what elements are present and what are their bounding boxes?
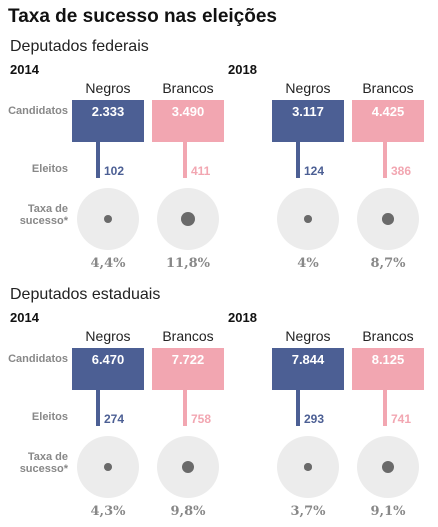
column-label-brancos: Brancos bbox=[162, 80, 214, 96]
rate-value-brancos: 11,8% bbox=[165, 256, 210, 271]
rate-dot-negros bbox=[304, 463, 312, 471]
rate-dot-brancos bbox=[180, 211, 196, 227]
column-label-negros: Negros bbox=[85, 328, 131, 344]
rate-value-negros: 4% bbox=[297, 256, 319, 271]
eleitos-stem-brancos bbox=[183, 142, 187, 178]
eleitos-stem-negros bbox=[296, 390, 300, 426]
candidatos-bar-brancos: 4.425 bbox=[352, 100, 424, 142]
column-label-negros: Negros bbox=[285, 328, 331, 344]
candidatos-bar-negros: 3.117 bbox=[272, 100, 344, 142]
column-label-brancos: Brancos bbox=[162, 328, 214, 344]
eleitos-stem-brancos bbox=[183, 390, 187, 426]
rate-value-brancos: 8,7% bbox=[370, 256, 406, 271]
rate-dot-brancos bbox=[382, 213, 394, 225]
row-label-taxa-1: Taxa de bbox=[27, 203, 68, 215]
eleitos-stem-brancos bbox=[383, 390, 387, 426]
eleitos-stem-brancos bbox=[383, 142, 387, 178]
eleitos-value-brancos: 741 bbox=[391, 412, 412, 426]
column-label-brancos: Brancos bbox=[362, 328, 414, 344]
column-label-brancos: Brancos bbox=[362, 80, 414, 96]
candidatos-bar-brancos: 7.722 bbox=[152, 348, 224, 390]
year-label: 2018 bbox=[228, 62, 257, 77]
year-label: 2014 bbox=[10, 310, 39, 325]
rate-value-negros: 3,7% bbox=[290, 504, 326, 519]
eleitos-value-negros: 274 bbox=[104, 412, 125, 426]
rate-value-negros: 4,4% bbox=[90, 256, 126, 271]
row-label-taxa-2: sucesso* bbox=[19, 215, 68, 227]
eleitos-stem-negros bbox=[96, 390, 100, 426]
rate-dot-brancos bbox=[381, 460, 395, 474]
eleitos-stem-negros bbox=[96, 142, 100, 178]
year-label: 2014 bbox=[10, 62, 39, 77]
candidatos-bar-negros: 7.844 bbox=[272, 348, 344, 390]
eleitos-value-brancos: 386 bbox=[391, 164, 412, 178]
section-title: Deputados federais bbox=[10, 38, 149, 55]
eleitos-value-negros: 102 bbox=[104, 164, 125, 178]
row-label-candidatos: Candidatos bbox=[8, 353, 68, 365]
row-label-taxa-2: sucesso* bbox=[19, 463, 68, 475]
candidatos-bar-brancos: 3.490 bbox=[152, 100, 224, 142]
rate-value-brancos: 9,1% bbox=[370, 504, 406, 519]
row-label-candidatos: Candidatos bbox=[8, 105, 68, 117]
eleitos-stem-negros bbox=[296, 142, 300, 178]
rate-dot-brancos bbox=[181, 460, 195, 474]
eleitos-value-brancos: 411 bbox=[191, 164, 211, 178]
year-label: 2018 bbox=[228, 310, 257, 325]
eleitos-value-negros: 124 bbox=[304, 164, 325, 178]
rate-dot-negros bbox=[104, 463, 112, 471]
chart-title: Taxa de sucesso nas eleições bbox=[8, 6, 277, 27]
row-label-taxa-1: Taxa de bbox=[27, 451, 68, 463]
row-label-eleitos: Eleitos bbox=[31, 411, 68, 423]
candidatos-bar-negros: 6.470 bbox=[72, 348, 144, 390]
eleitos-value-brancos: 758 bbox=[191, 412, 212, 426]
candidatos-bar-negros: 2.333 bbox=[72, 100, 144, 142]
rate-value-brancos: 9,8% bbox=[170, 504, 206, 519]
rate-dot-negros bbox=[104, 215, 112, 223]
row-label-eleitos: Eleitos bbox=[31, 163, 68, 175]
rate-dot-negros bbox=[304, 215, 312, 223]
candidatos-bar-brancos: 8.125 bbox=[352, 348, 424, 390]
column-label-negros: Negros bbox=[285, 80, 331, 96]
eleitos-value-negros: 293 bbox=[304, 412, 325, 426]
rate-value-negros: 4,3% bbox=[90, 504, 126, 519]
column-label-negros: Negros bbox=[85, 80, 131, 96]
section-title: Deputados estaduais bbox=[10, 286, 161, 303]
